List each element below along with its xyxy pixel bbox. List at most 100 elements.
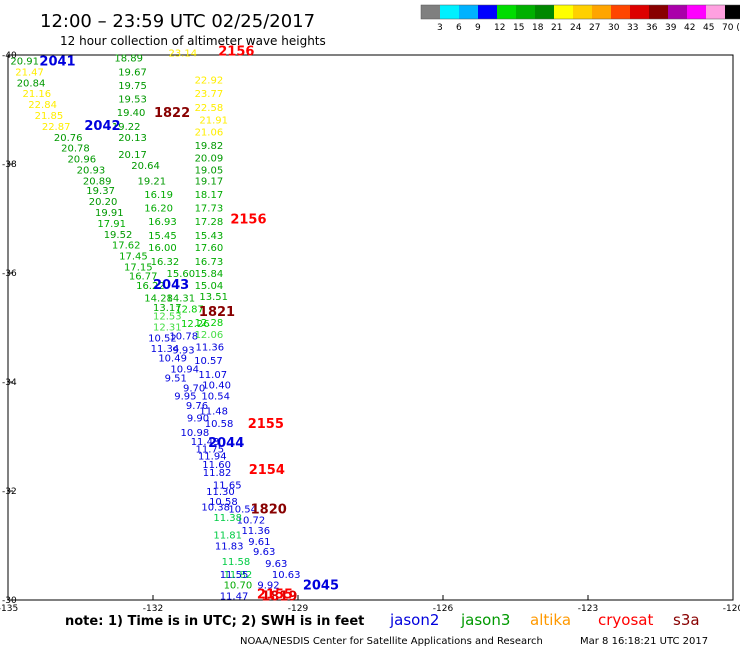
legend-item-jason2: jason2 [389,611,439,629]
footnote: note: 1) Time is in UTC; 2) SWH is in fe… [65,614,364,629]
swh-value-label: 17.28 [195,217,224,228]
swh-value-label: 20.78 [61,144,90,155]
swh-value-label: 11.83 [215,542,244,553]
swh-value-label: 16.20 [144,204,173,215]
colorbar-tick-label: 33 [627,23,638,33]
x-tick-label: -120 [723,604,740,614]
swh-value-label: 18.17 [195,190,224,201]
swh-value-label: 10.52 [148,333,177,344]
swh-value-label: 19.40 [117,108,146,119]
colorbar-swatch [668,5,687,19]
pass-time-label: 2043 [153,278,189,293]
satellite-legend: jason2 jason3 altika cryosat s3a [389,611,700,629]
swh-value-label: 17.15 [124,262,153,273]
pass-labels-layer: 1819215520451820215420442155182120432156… [39,45,339,605]
swh-value-label: 19.91 [95,208,124,219]
swh-value-label: 12.28 [195,318,224,329]
swh-value-label: 22.58 [195,103,224,114]
colorbar-tick-label: 30 [608,23,620,33]
swh-value-label: 15.04 [195,281,224,292]
colorbar-tick-label: 27 [589,23,600,33]
swh-value-label: 23.14 [168,48,197,59]
colorbar-swatch [592,5,611,19]
pass-time-label: 2156 [230,213,266,228]
swh-value-label: 9.61 [248,537,270,548]
colorbar-tick-label: 24 [570,23,582,33]
colorbar-swatch [459,5,478,19]
swh-value-label: 16.93 [148,217,177,228]
colorbar-tick-label: 36 [646,23,658,33]
map-frame [7,54,734,601]
y-tick-label: -38 [2,160,17,170]
swh-value-label: 17.73 [195,204,224,215]
colorbar-tick-label: 6 [456,23,462,33]
swh-value-label: 16.73 [195,257,224,268]
swh-value-label: 11.43 [191,437,220,448]
colorbar-swatch [535,5,554,19]
swh-value-label: 20.93 [77,165,106,176]
swh-value-label: 20.91 [10,56,39,67]
pass-time-label: 1819 [261,590,297,605]
swh-value-label: 14.31 [167,294,196,305]
swh-value-label: 19.75 [118,81,147,92]
swh-value-label: 11.07 [198,370,227,381]
colorbar-swatch [725,5,740,19]
swh-value-label: 12.26 [181,319,210,330]
legend-item-jason3: jason3 [460,611,510,629]
swh-value-label: 10.58 [205,419,234,430]
swh-value-label: 20.13 [118,133,147,144]
x-tick-label: -129 [288,604,309,614]
x-tick-label: -123 [578,604,598,614]
y-tick-label: -36 [2,269,17,279]
swh-value-label: 19.67 [118,67,147,78]
swh-value-label: 10.49 [158,353,187,364]
swh-value-label: 10.98 [181,428,210,439]
colorbar-tick-label: 3 [437,23,443,33]
pass-time-label: 2155 [248,417,284,432]
swh-value-label: 20.20 [89,197,118,208]
swh-value-label: 11.82 [203,468,232,479]
swh-value-label: 15.84 [195,269,224,280]
swh-value-label: 16.19 [144,190,173,201]
swh-value-label: 22.87 [42,122,71,133]
swh-value-label: 11.55 [220,570,249,581]
swh-value-label: 11.34 [151,344,180,355]
swh-value-label: 21.16 [23,89,52,100]
colorbar-swatch [497,5,516,19]
swh-value-label: 19.53 [118,95,147,106]
y-tick-label: -30 [2,596,17,606]
colorbar-tick-label: 21 [551,23,562,33]
colorbar-tick-label: 9 [475,23,481,33]
swh-value-label: 11.47 [220,592,249,603]
swh-value-label: 12.06 [195,330,224,341]
swh-value-label: 10.38 [201,502,230,513]
swh-value-label: 9.92 [257,581,279,592]
swh-value-label: 19.37 [86,186,115,197]
pass-time-label: 2155 [257,587,293,602]
x-tick-label: -132 [143,604,163,614]
legend-item-cryosat: cryosat [598,611,653,629]
colorbar-swatch [516,5,535,19]
x-tick-label: -135 [0,604,18,614]
swh-value-label: 16.77 [129,272,158,283]
x-tick-label: -126 [433,604,454,614]
swh-value-label: 9.70 [183,383,205,394]
swh-value-label: 10.58 [209,497,238,508]
swh-value-label: 18.89 [114,54,143,65]
colorbar-swatch [687,5,706,19]
swh-value-label: 9.51 [165,374,187,385]
swh-value-label: 17.60 [195,243,224,254]
pass-time-label: 1822 [154,106,190,121]
colorbar-swatch [573,5,592,19]
swh-value-label: 10.72 [237,515,266,526]
legend-item-altika: altika [530,611,571,629]
swh-points-layer: 11.479.9210.7010.6311.8211.559.6311.589.… [10,48,300,602]
swh-value-label: 15.60 [167,269,196,280]
swh-value-label: 16.22 [136,281,165,292]
swh-value-label: 22.84 [28,100,57,111]
colorbar-swatch [706,5,725,19]
swh-value-label: 9.76 [186,401,208,412]
swh-value-label: 19.82 [195,141,224,152]
swh-value-label: 11.48 [199,406,228,417]
